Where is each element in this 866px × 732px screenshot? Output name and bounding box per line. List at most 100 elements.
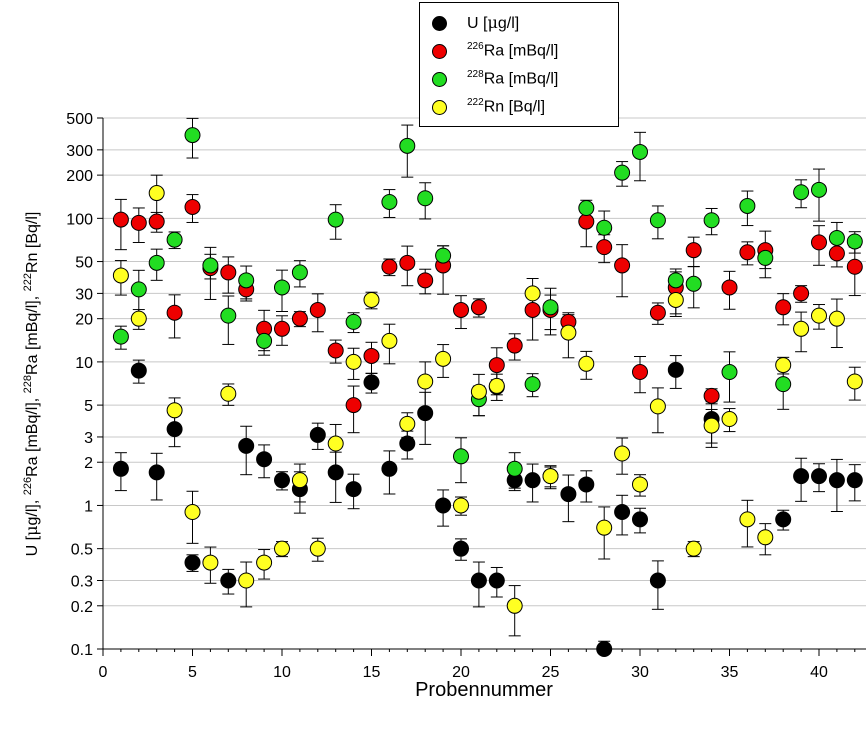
data-point: [399, 254, 416, 271]
data-point: [238, 437, 255, 454]
data-point: [453, 497, 469, 514]
data-point: [596, 239, 613, 256]
data-point: [112, 460, 129, 477]
data-point: [488, 377, 505, 394]
data-point: [649, 398, 666, 415]
data-point: [166, 231, 183, 248]
y-tick-label: 1: [84, 498, 93, 515]
data-point: [130, 214, 147, 231]
data-point: [614, 257, 631, 274]
data-point: [256, 451, 273, 468]
data-point: [828, 245, 845, 262]
data-point: [614, 504, 631, 521]
data-point: [632, 476, 648, 493]
data-point: [166, 421, 183, 438]
data-point: [578, 213, 595, 230]
x-tick-label: 5: [188, 664, 197, 681]
data-point: [399, 137, 416, 154]
data-point: [667, 361, 684, 378]
data-point: [148, 254, 165, 271]
legend-marker-u: [432, 15, 447, 31]
data-point: [542, 468, 559, 485]
data-point: [739, 511, 756, 528]
data-point: [506, 597, 523, 614]
y-tick-label: 0.3: [71, 574, 93, 591]
data-point: [793, 285, 810, 302]
data-point: [220, 572, 237, 589]
y-tick-label: 30: [75, 286, 93, 303]
data-point: [309, 301, 326, 318]
data-point: [560, 324, 577, 341]
data-point: [811, 234, 827, 251]
data-point: [435, 350, 452, 367]
y-tick-label: 500: [66, 111, 93, 128]
data-point: [596, 219, 613, 236]
y-tick-label: 0.5: [71, 542, 93, 559]
y-axis-label: U [μg/l], 226Ra [mBq/l], 228Ra [mBq/l], …: [22, 212, 41, 557]
x-tick-label: 15: [363, 664, 381, 681]
data-point: [274, 540, 290, 557]
data-point: [488, 357, 505, 374]
data-point: [435, 497, 452, 514]
data-point: [202, 554, 219, 571]
data-point: [649, 304, 666, 321]
y-tick-label: 10: [75, 355, 93, 372]
data-point: [667, 291, 684, 308]
y-tick-label: 300: [66, 143, 93, 160]
data-point: [417, 272, 434, 289]
data-point: [166, 304, 183, 321]
data-point: [578, 200, 595, 217]
data-point: [274, 320, 290, 337]
data-point: [649, 212, 666, 229]
data-point: [846, 258, 863, 275]
legend-label-ra226: 226Ra [mBq/l]: [467, 41, 559, 60]
data-point: [148, 464, 165, 481]
data-point: [184, 198, 201, 215]
data-point: [721, 411, 738, 428]
data-point: [685, 275, 702, 292]
data-point: [202, 257, 219, 274]
x-tick-label: 35: [721, 664, 739, 681]
legend-marker-ra226: [432, 43, 447, 59]
data-point: [506, 460, 523, 477]
data-point: [488, 572, 505, 589]
data-point: [345, 397, 362, 414]
data-point: [524, 472, 541, 489]
data-point: [614, 445, 631, 462]
data-point: [578, 355, 595, 372]
data-point: [775, 376, 792, 393]
data-point: [703, 387, 720, 404]
data-point: [578, 476, 595, 493]
data-point: [291, 310, 308, 327]
data-point: [291, 472, 308, 489]
legend-label-rn222: 222Rn [Bq/l]: [467, 97, 546, 116]
data-point: [327, 211, 344, 228]
data-point: [274, 472, 290, 489]
chart-legend: U [μg/l] 226Ra [mBq/l] 228Ra [mBq/l] 222…: [419, 2, 619, 127]
data-point: [846, 373, 863, 390]
data-point: [112, 211, 129, 228]
data-point: [739, 197, 756, 214]
data-point: [363, 374, 380, 391]
data-point: [524, 285, 541, 302]
legend-marker-ra228: [432, 71, 447, 87]
data-point: [453, 448, 469, 465]
data-point: [632, 364, 648, 381]
data-point: [793, 320, 810, 337]
data-point: [363, 291, 380, 308]
grid-lines: [103, 117, 866, 607]
data-point: [184, 554, 201, 571]
data-point: [291, 264, 308, 281]
data-point: [381, 193, 398, 210]
data-point: [417, 373, 434, 390]
data-point: [721, 364, 738, 381]
data-point: [220, 307, 237, 324]
data-point: [363, 347, 380, 364]
x-tick-label: 20: [452, 664, 470, 681]
data-point: [757, 529, 774, 546]
x-tick-label: 25: [542, 664, 560, 681]
legend-label-u: U [μg/l]: [467, 13, 520, 32]
y-tick-label: 0.2: [71, 599, 93, 616]
data-point: [739, 244, 756, 261]
